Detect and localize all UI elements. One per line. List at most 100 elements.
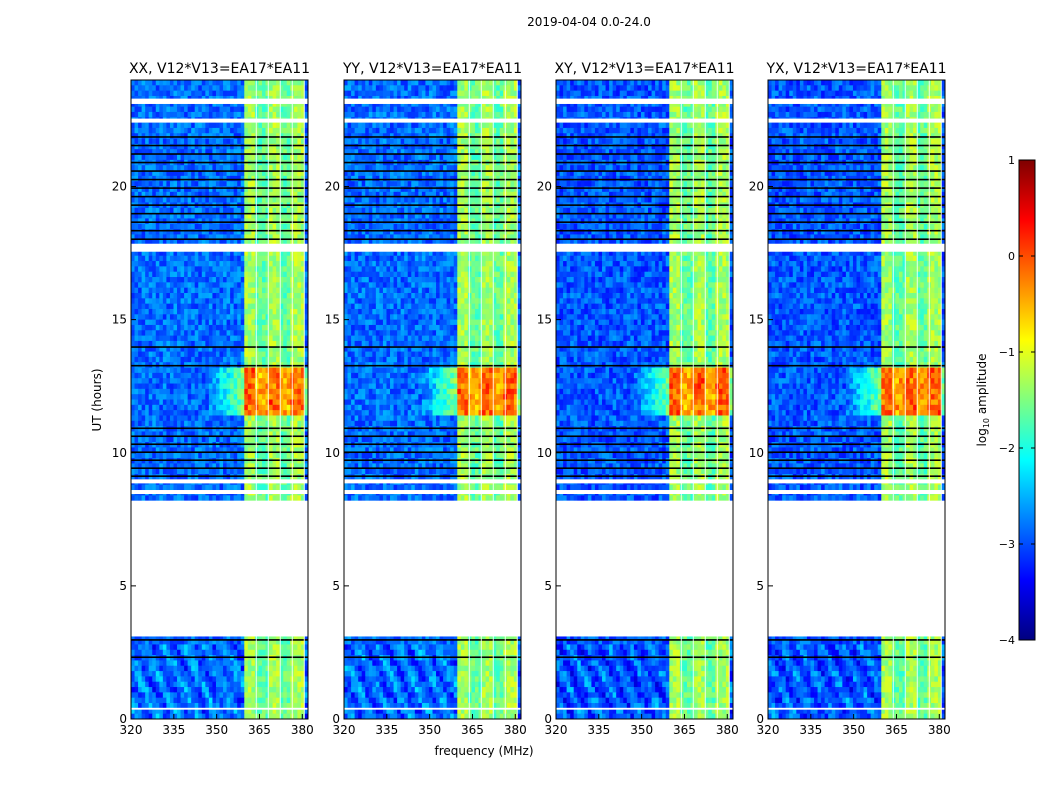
heatmap-cell bbox=[272, 346, 277, 353]
heatmap-cell bbox=[194, 255, 199, 262]
heatmap-cell bbox=[159, 447, 164, 454]
heatmap-cell bbox=[247, 447, 252, 454]
heatmap-cell bbox=[201, 356, 206, 363]
heatmap-cell bbox=[212, 458, 217, 464]
heatmap-cell bbox=[215, 287, 221, 294]
heatmap-cell bbox=[198, 165, 203, 172]
heatmap-cell bbox=[187, 484, 192, 491]
heatmap-cell bbox=[286, 447, 291, 454]
heatmap-cell bbox=[293, 420, 298, 427]
heatmap-cell bbox=[148, 378, 153, 385]
heatmap-cell bbox=[205, 324, 210, 331]
heatmap-cell bbox=[212, 351, 217, 358]
heatmap-cell bbox=[272, 330, 277, 337]
heatmap-cell bbox=[180, 80, 185, 86]
heatmap-cell bbox=[223, 308, 228, 315]
heatmap-cell bbox=[134, 399, 139, 406]
heatmap-cell bbox=[198, 399, 203, 406]
heatmap-cell bbox=[286, 452, 291, 459]
heatmap-cell bbox=[261, 303, 267, 310]
heatmap-cell bbox=[162, 223, 167, 230]
heatmap-cell bbox=[272, 458, 277, 464]
heatmap-cell bbox=[134, 229, 139, 236]
heatmap-cell bbox=[201, 266, 206, 273]
heatmap-cell bbox=[191, 442, 196, 449]
heatmap-cell bbox=[304, 319, 308, 326]
heatmap-cell bbox=[247, 372, 252, 379]
heatmap-cell bbox=[269, 372, 274, 379]
heatmap-cell bbox=[148, 303, 153, 310]
heatmap-cell bbox=[145, 468, 150, 475]
heatmap-cell bbox=[261, 314, 267, 321]
heatmap-cell bbox=[258, 340, 263, 347]
heatmap-cell bbox=[159, 330, 164, 337]
heatmap-cell bbox=[145, 463, 150, 470]
heatmap-cell bbox=[261, 474, 267, 480]
heatmap-cell bbox=[247, 495, 252, 502]
heatmap-cell bbox=[251, 186, 256, 193]
heatmap-cell bbox=[134, 404, 139, 411]
heatmap-cell bbox=[304, 324, 308, 331]
heatmap-cell bbox=[276, 170, 281, 177]
heatmap-cell bbox=[233, 282, 238, 289]
heatmap-cell bbox=[208, 367, 214, 374]
heatmap-cell bbox=[265, 127, 270, 134]
heatmap-cell bbox=[240, 101, 245, 108]
heatmap-cell bbox=[141, 165, 146, 172]
heatmap-cell bbox=[261, 223, 267, 230]
heatmap-cell bbox=[247, 388, 252, 395]
heatmap-cell bbox=[297, 447, 302, 454]
heatmap-cell bbox=[159, 127, 164, 134]
heatmap-cell bbox=[279, 213, 284, 220]
heatmap-cell bbox=[283, 165, 288, 172]
heatmap-cell bbox=[283, 426, 288, 433]
heatmap-cell bbox=[223, 335, 228, 342]
heatmap-cell bbox=[169, 191, 175, 198]
heatmap-cell bbox=[244, 356, 249, 363]
heatmap-cell bbox=[152, 410, 157, 417]
heatmap-cell bbox=[155, 346, 160, 353]
heatmap-cell bbox=[215, 261, 221, 267]
heatmap-cell bbox=[297, 154, 302, 161]
heatmap-cell bbox=[148, 335, 153, 342]
heatmap-cell bbox=[194, 143, 199, 150]
heatmap-cell bbox=[219, 383, 224, 390]
heatmap-cell bbox=[223, 399, 228, 406]
heatmap-cell bbox=[191, 372, 196, 379]
heatmap-cell bbox=[297, 181, 302, 188]
heatmap-cell bbox=[304, 287, 308, 294]
heatmap-cell bbox=[215, 229, 221, 236]
heatmap-cell bbox=[219, 340, 224, 347]
heatmap-cell bbox=[223, 383, 228, 390]
heatmap-cell bbox=[180, 399, 185, 406]
heatmap-cell bbox=[134, 191, 139, 198]
heatmap-cell bbox=[276, 90, 281, 97]
heatmap-cell bbox=[251, 420, 256, 427]
heatmap-cell bbox=[215, 346, 221, 353]
heatmap-cell bbox=[276, 431, 281, 438]
heatmap-cell bbox=[226, 165, 231, 172]
heatmap-cell bbox=[187, 149, 192, 156]
heatmap-cell bbox=[187, 234, 192, 241]
heatmap-cell bbox=[254, 149, 260, 156]
heatmap-cell bbox=[191, 356, 196, 363]
heatmap-cell bbox=[240, 229, 245, 236]
heatmap-cell bbox=[272, 298, 277, 305]
heatmap-cell bbox=[134, 106, 139, 113]
heatmap-cell bbox=[194, 80, 199, 86]
heatmap-cell bbox=[272, 340, 277, 347]
heatmap-cell bbox=[297, 111, 302, 118]
heatmap-cell bbox=[162, 426, 167, 433]
heatmap-cell bbox=[141, 394, 146, 401]
heatmap-cell bbox=[279, 308, 284, 315]
heatmap-cell bbox=[177, 277, 182, 283]
heatmap-cell bbox=[131, 213, 136, 220]
heatmap-cell bbox=[293, 410, 298, 417]
heatmap-cell bbox=[173, 372, 178, 379]
heatmap-cell bbox=[131, 330, 136, 337]
heatmap-cell bbox=[198, 170, 203, 177]
heatmap-cell bbox=[162, 415, 167, 422]
heatmap-cell bbox=[166, 277, 171, 283]
heatmap-cell bbox=[272, 229, 277, 236]
